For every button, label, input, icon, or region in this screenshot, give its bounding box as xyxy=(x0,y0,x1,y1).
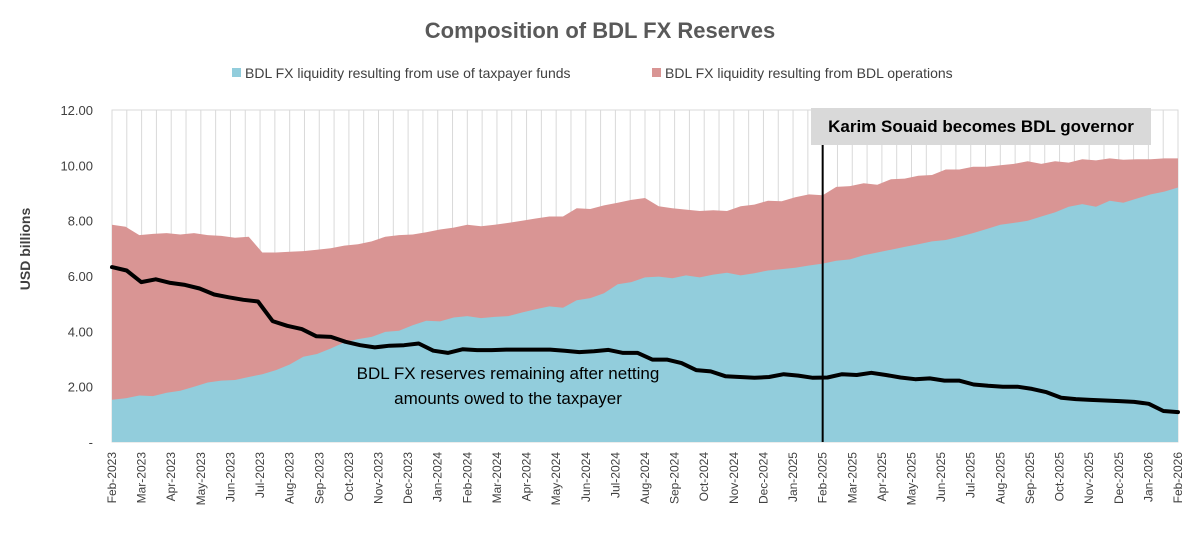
x-tick-label: Oct-2023 xyxy=(342,452,356,502)
legend-label-taxpayer: BDL FX liquidity resulting from use of t… xyxy=(245,65,571,81)
x-tick-label: Jan-2026 xyxy=(1141,452,1155,502)
legend-label-operations: BDL FX liquidity resulting from BDL oper… xyxy=(665,65,953,81)
line-net-reserves xyxy=(110,265,1180,415)
x-tick-label: Sep-2024 xyxy=(668,452,682,504)
x-tick-label: Jul-2024 xyxy=(608,452,622,498)
x-tick-label: Nov-2024 xyxy=(727,452,741,504)
x-tick-label: Dec-2023 xyxy=(401,452,415,504)
line-annotation-line2: amounts owed to the taxpayer xyxy=(394,389,622,408)
x-tick-label: Nov-2025 xyxy=(1082,452,1096,504)
x-tick-label: Jul-2025 xyxy=(964,452,978,498)
x-tick-label: Dec-2024 xyxy=(756,452,770,504)
x-tick-label: Jun-2024 xyxy=(579,452,593,502)
x-tick-label: Jun-2025 xyxy=(934,452,948,502)
x-tick-label: Aug-2024 xyxy=(638,452,652,504)
line-annotation: BDL FX reserves remaining after netting … xyxy=(357,364,660,408)
y-tick-label: 8.00 xyxy=(68,214,93,229)
legend: BDL FX liquidity resulting from use of t… xyxy=(232,65,953,81)
x-tick-label: May-2024 xyxy=(549,452,563,506)
x-tick-label: Jul-2023 xyxy=(253,452,267,498)
x-tick-label: Aug-2023 xyxy=(283,452,297,504)
x-tick-label: Dec-2025 xyxy=(1112,452,1126,504)
x-tick-label: Jan-2024 xyxy=(431,452,445,502)
y-tick-label: 6.00 xyxy=(68,269,93,284)
x-tick-label: Jun-2023 xyxy=(223,452,237,502)
event-label: Karim Souaid becomes BDL governor xyxy=(828,117,1134,136)
y-axis-label: USD billions xyxy=(17,208,33,291)
y-tick-label: 4.00 xyxy=(68,324,93,339)
x-tick-label: Mar-2023 xyxy=(135,452,149,504)
x-tick-label: Apr-2023 xyxy=(164,452,178,502)
x-tick-label: Feb-2026 xyxy=(1171,452,1185,504)
y-tick-label: 2.00 xyxy=(68,380,93,395)
x-tick-label: Feb-2025 xyxy=(816,452,830,504)
x-tick-label: Mar-2024 xyxy=(490,452,504,504)
x-tick-label: Oct-2025 xyxy=(1053,452,1067,502)
x-tick-label: Jan-2025 xyxy=(786,452,800,502)
x-tick-label: Aug-2025 xyxy=(993,452,1007,504)
legend-swatch-operations xyxy=(652,68,661,77)
x-tick-label: Feb-2024 xyxy=(460,452,474,504)
y-tick-label: - xyxy=(89,435,93,450)
plot-area: - 2.00 4.00 6.00 8.00 10.00 12.00 Feb-2023 Mar-2… xyxy=(60,103,1185,505)
x-tick-label: Feb-2023 xyxy=(105,452,119,504)
x-tick-label: Oct-2024 xyxy=(697,452,711,502)
x-tick-label: May-2025 xyxy=(905,452,919,506)
x-tick-label: Sep-2025 xyxy=(1023,452,1037,504)
y-tick-label: 12.00 xyxy=(60,103,93,118)
legend-swatch-taxpayer xyxy=(232,68,241,77)
x-tick-label: May-2023 xyxy=(194,452,208,506)
x-tick-label: Apr-2024 xyxy=(520,452,534,502)
x-tick-label: Nov-2023 xyxy=(372,452,386,504)
line-annotation-line1: BDL FX reserves remaining after netting xyxy=(357,364,660,383)
x-tick-label: Mar-2025 xyxy=(845,452,859,504)
callout-box xyxy=(811,108,1151,145)
chart-title: Composition of BDL FX Reserves xyxy=(425,18,775,43)
x-tick-label: Sep-2023 xyxy=(312,452,326,504)
event-callout: Karim Souaid becomes BDL governor xyxy=(811,108,1151,145)
y-tick-label: 10.00 xyxy=(60,158,93,173)
x-tick-label: Apr-2025 xyxy=(875,452,889,502)
